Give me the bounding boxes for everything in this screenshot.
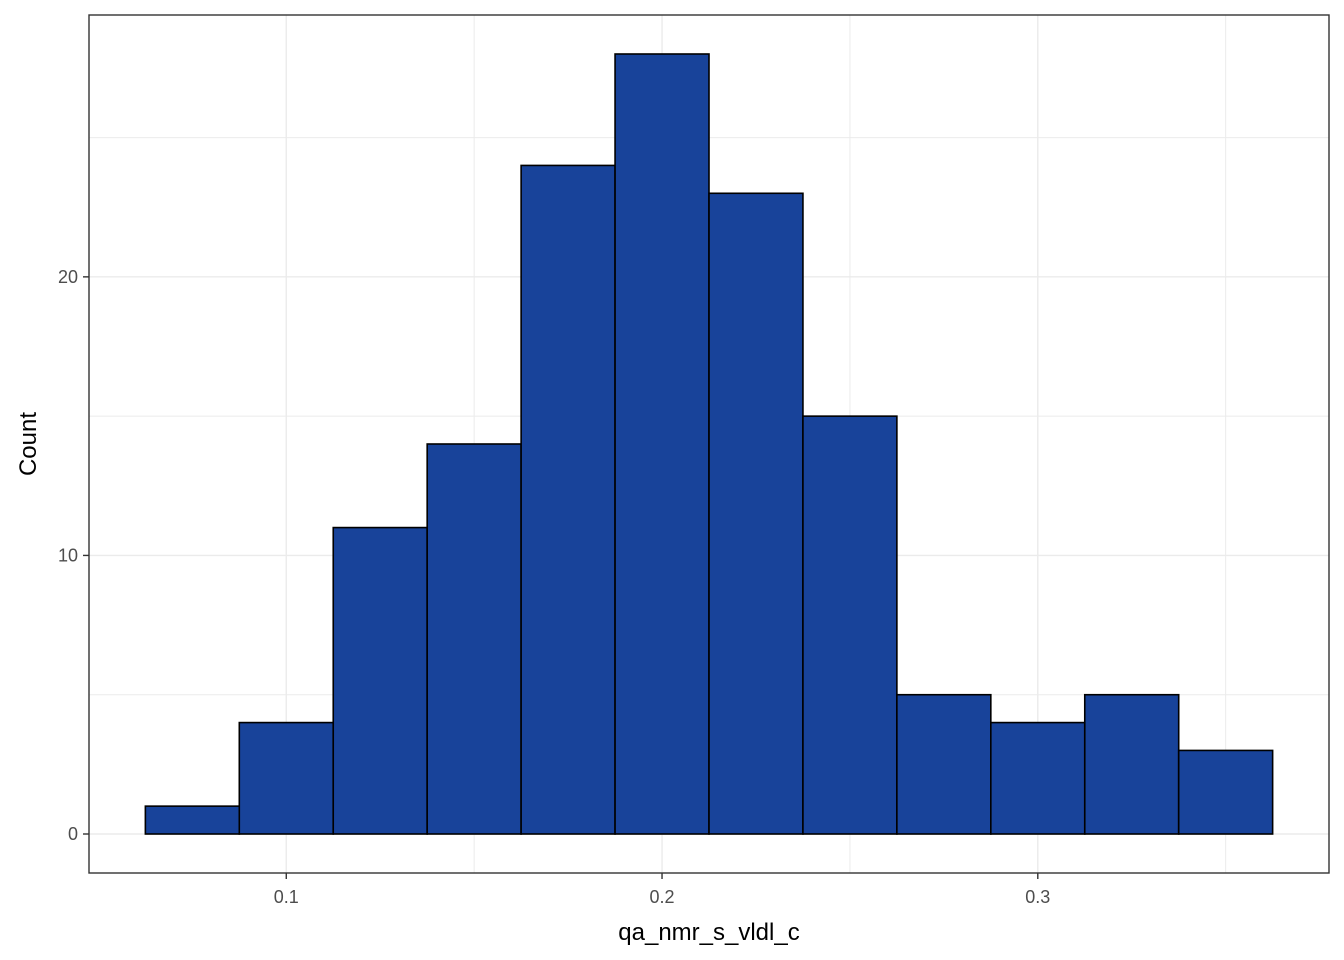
y-axis-title: Count <box>15 412 42 476</box>
histogram-bar-11 <box>1083 693 1180 835</box>
y-tick-label: 20 <box>58 267 78 287</box>
y-axis-ticks: 0 10 20 <box>58 267 89 844</box>
x-tick-label: 0.2 <box>650 887 675 907</box>
histogram-bar-4 <box>426 443 522 835</box>
histogram-bar-12 <box>1177 749 1274 835</box>
y-tick-label: 0 <box>68 824 78 844</box>
y-tick-label: 10 <box>58 545 78 565</box>
histogram-bar-9 <box>896 693 992 835</box>
histogram-bar-3 <box>332 526 428 835</box>
histogram-bar-2 <box>238 721 335 835</box>
histogram-bar-5 <box>520 164 616 835</box>
panel-border <box>88 14 1330 874</box>
x-tick-label: 0.1 <box>274 887 299 907</box>
histogram-bars <box>144 53 1274 835</box>
x-axis-ticks: 0.1 0.2 0.3 <box>274 873 1050 907</box>
x-tick-label: 0.3 <box>1025 887 1050 907</box>
histogram-bar-6 <box>614 53 710 835</box>
histogram-bar-8 <box>802 415 898 835</box>
histogram-bar-1 <box>144 805 241 835</box>
histogram-bar-10 <box>990 721 1086 835</box>
x-axis-title: qa_nmr_s_vldl_c <box>618 919 799 946</box>
histogram-bar-7 <box>708 192 804 835</box>
